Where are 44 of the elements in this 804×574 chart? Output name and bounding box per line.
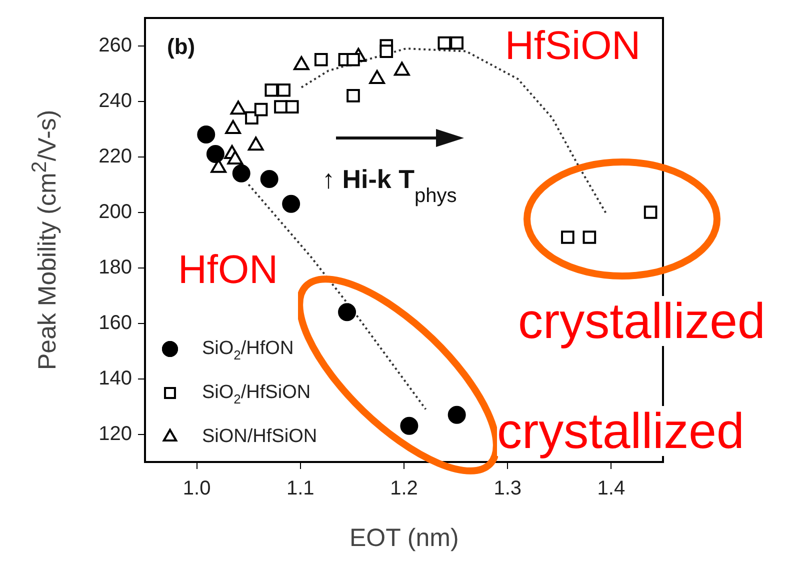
- point: [232, 164, 250, 182]
- x-tick-label: 1.4: [597, 478, 626, 500]
- annotation: (b): [167, 34, 196, 59]
- point: [438, 36, 452, 50]
- point: [338, 303, 356, 322]
- point: [346, 52, 360, 66]
- point: [450, 36, 464, 50]
- x-tick-label: 1.1: [286, 478, 314, 500]
- point: [380, 44, 394, 58]
- point: [644, 206, 658, 219]
- y-tick-label: 160: [98, 312, 132, 334]
- y-tick-label: 200: [98, 200, 132, 223]
- y-tick-label: 180: [98, 256, 132, 278]
- annotation: crystallized: [518, 293, 766, 349]
- point: [274, 100, 288, 114]
- point: [448, 406, 466, 424]
- x-axis-title: EOT (nm): [350, 524, 459, 553]
- point: [277, 83, 290, 97]
- x-tick-label: 1.0: [182, 478, 211, 500]
- point: [264, 83, 278, 97]
- annotation: HfON: [178, 248, 278, 292]
- y-tick-label: 140: [98, 367, 132, 390]
- point: [346, 89, 360, 102]
- x-tick-label: 1.2: [390, 478, 418, 500]
- point: [197, 126, 216, 144]
- y-tick-label: 220: [98, 145, 132, 168]
- y-tick-label: 120: [98, 422, 132, 445]
- annotation: crystallized: [497, 403, 744, 459]
- point: [582, 230, 596, 244]
- point: [206, 144, 224, 163]
- point: [245, 111, 258, 125]
- point: [400, 416, 418, 435]
- y-tick-label: 240: [98, 90, 132, 112]
- legend-label: SiON/HfSiON: [202, 426, 318, 448]
- y-tick-label: 260: [98, 34, 132, 56]
- point: [254, 102, 268, 116]
- point: [282, 194, 300, 213]
- point: [260, 170, 278, 188]
- point: [285, 100, 299, 114]
- annotation: HfSiON: [505, 24, 641, 68]
- point: [314, 52, 328, 66]
- point: [561, 230, 574, 244]
- annotation: ↑ Hi-k T$_{phys}$: [322, 164, 457, 207]
- x-tick-label: 1.3: [494, 478, 522, 500]
